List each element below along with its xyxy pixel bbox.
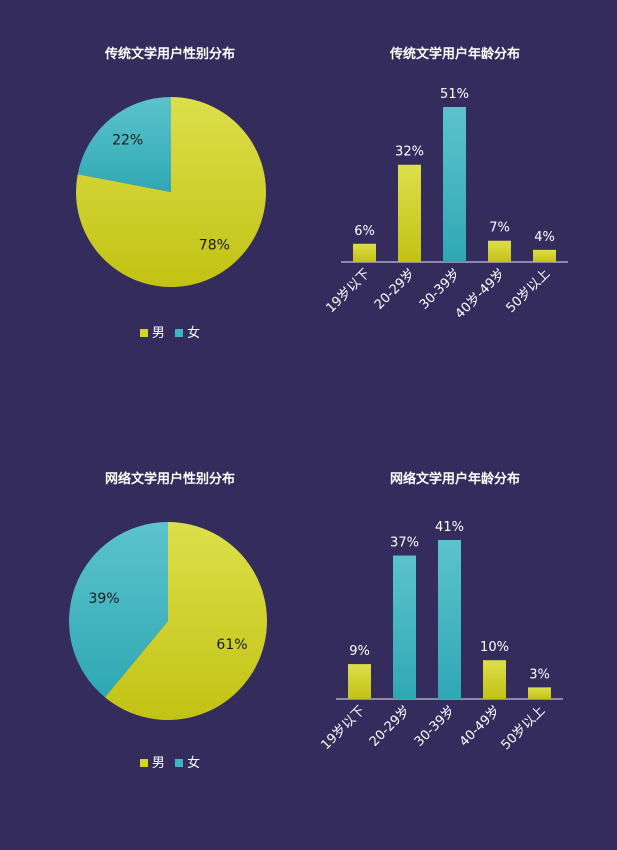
- legend-label: 女: [187, 756, 201, 771]
- bar: [398, 164, 421, 262]
- pie-slice-label: 78%: [199, 237, 230, 253]
- x-tick-label: 20-29岁: [372, 266, 419, 313]
- bar-value-label: 51%: [440, 87, 469, 102]
- chart-title: 网络文学用户年龄分布: [389, 472, 520, 487]
- pie-panel-traditional: 传统文学用户性别分布 78% 22% 男 女: [50, 30, 290, 350]
- bar-value-label: 41%: [435, 520, 464, 535]
- legend-item-male: 男: [139, 326, 165, 341]
- legend: 男 女: [50, 322, 290, 341]
- legend-label: 女: [187, 326, 201, 341]
- pie-slice-label: 61%: [216, 637, 247, 653]
- bar: [353, 243, 376, 262]
- pie-slice-label: 39%: [88, 591, 119, 607]
- pie-slice-female: [77, 97, 171, 192]
- legend-swatch: [139, 329, 148, 337]
- bar-chart: 6%19岁以下32%20-29岁51%30-39岁7%40岁-49岁4%50岁以…: [323, 87, 568, 322]
- x-tick-label: 30-39岁: [417, 266, 464, 313]
- bar: [348, 664, 371, 699]
- legend-item-female: 女: [175, 326, 200, 341]
- pie-panel-online: 网络文学用户性别分布 61% 39% 男 女: [50, 455, 290, 785]
- x-tick-label: 50岁以上: [498, 703, 548, 753]
- x-tick-label: 19岁以下: [323, 266, 373, 316]
- pie-slice-label: 22%: [112, 133, 143, 149]
- pie-chart: 61% 39%: [69, 522, 268, 720]
- x-tick-label: 40-49岁: [457, 703, 504, 750]
- bar-value-label: 10%: [480, 640, 509, 655]
- bar-value-label: 32%: [395, 145, 424, 160]
- bar-chart: 9% 19岁以下 37% 20-29岁 41% 30-39岁 10% 40-49岁 3% 50岁以…: [318, 520, 563, 753]
- bar: [443, 107, 466, 262]
- bar: [438, 540, 461, 699]
- bar: [533, 249, 556, 262]
- legend-label: 男: [151, 756, 165, 771]
- bar-panel-online: 网络文学用户年龄分布 9% 19岁以下 37% 20-29岁 41% 30-39岁 10% 4…: [318, 455, 580, 785]
- pie-chart: 78% 22%: [76, 97, 266, 287]
- legend: 男 女: [50, 752, 290, 771]
- x-tick-label: 20-29岁: [367, 703, 414, 750]
- legend-swatch: [175, 329, 184, 337]
- legend-label: 男: [151, 326, 165, 341]
- bar-panel-traditional: 传统文学用户年龄分布 6% 19岁以下 32% 20-29岁 51% 30-39岁 7% 40…: [323, 30, 580, 350]
- bar: [393, 555, 416, 699]
- x-tick-label: 50岁以上: [503, 266, 553, 316]
- legend-swatch: [175, 759, 184, 767]
- legend-swatch: [139, 759, 148, 767]
- bar-value-label: 6%: [354, 224, 375, 239]
- x-tick-label: 30-39岁: [412, 703, 459, 750]
- bar: [488, 240, 511, 262]
- chart-title: 网络文学用户性别分布: [104, 472, 235, 487]
- chart-title: 传统文学用户性别分布: [104, 47, 235, 62]
- bar-value-label: 7%: [489, 221, 510, 236]
- bar-value-label: 3%: [529, 667, 550, 682]
- legend-item-male: 男: [139, 756, 165, 771]
- bar-value-label: 4%: [534, 230, 555, 245]
- pie-slice-female: [69, 522, 168, 698]
- bar-value-label: 37%: [390, 536, 419, 551]
- x-tick-label: 19岁以下: [318, 703, 368, 753]
- bar-value-label: 9%: [349, 644, 370, 659]
- chart-title: 传统文学用户年龄分布: [389, 47, 520, 62]
- bar: [528, 687, 551, 699]
- bar: [483, 660, 506, 699]
- legend-item-female: 女: [175, 756, 200, 771]
- pie-slice-male: [104, 522, 268, 720]
